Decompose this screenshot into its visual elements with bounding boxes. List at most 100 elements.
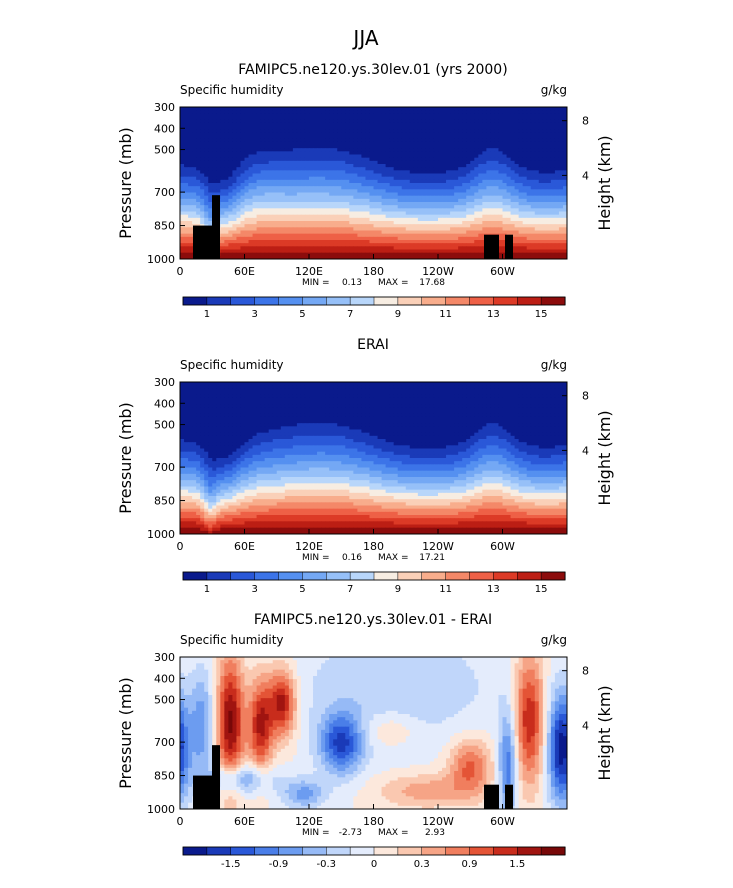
field-cell xyxy=(401,179,407,184)
field-cell xyxy=(357,113,362,117)
field-cell xyxy=(357,116,362,121)
field-cell xyxy=(248,176,253,181)
field-cell xyxy=(325,119,330,124)
field-cell xyxy=(474,113,479,117)
field-cell xyxy=(300,217,306,222)
field-cell xyxy=(546,192,552,197)
field-cell xyxy=(232,246,237,250)
field-cell xyxy=(252,221,257,225)
field-cell xyxy=(224,208,229,212)
field-cell xyxy=(248,233,253,238)
field-cell xyxy=(530,211,536,216)
field-cell xyxy=(385,189,391,193)
field-cell xyxy=(333,110,338,114)
terrain-block xyxy=(212,195,220,259)
field-cell xyxy=(216,113,221,117)
field-cell xyxy=(329,224,334,228)
field-cell xyxy=(337,202,342,206)
field-cell xyxy=(224,179,229,184)
field-cell xyxy=(345,202,350,206)
field-cell xyxy=(196,138,201,143)
field-cell xyxy=(337,246,342,250)
field-cell xyxy=(450,126,455,130)
field-cell xyxy=(333,214,338,219)
field-cell xyxy=(498,233,503,238)
field-cell xyxy=(288,119,294,124)
field-cell xyxy=(216,145,221,149)
field-cell xyxy=(550,129,556,133)
field-cell xyxy=(224,224,229,228)
field-cell xyxy=(462,382,467,386)
field-cell xyxy=(188,186,193,190)
field-cell xyxy=(252,202,257,206)
field-cell xyxy=(192,160,197,165)
field-cell xyxy=(272,122,278,127)
field-cell xyxy=(325,135,330,140)
field-cell xyxy=(240,113,245,117)
field-cell xyxy=(474,198,479,203)
field-cell xyxy=(228,122,233,127)
field-cell xyxy=(482,157,487,162)
field-cell xyxy=(421,176,427,181)
field-cell xyxy=(397,107,403,111)
field-cell xyxy=(385,151,391,155)
field-cell xyxy=(288,122,294,127)
field-cell xyxy=(313,151,318,155)
field-cell xyxy=(369,382,374,386)
field-cell xyxy=(514,135,520,140)
field-cell xyxy=(429,246,435,250)
field-cell xyxy=(341,183,346,187)
field-cell xyxy=(317,138,322,143)
field-cell xyxy=(284,208,290,212)
field-cell xyxy=(474,221,479,225)
field-cell xyxy=(317,179,322,184)
field-cell xyxy=(409,214,415,219)
field-cell xyxy=(442,119,447,124)
field-cell xyxy=(458,164,463,168)
field-cell xyxy=(538,205,544,209)
field-cell xyxy=(446,116,451,121)
field-cell xyxy=(470,141,475,146)
field-cell xyxy=(180,160,185,165)
field-cell xyxy=(510,382,515,386)
field-cell xyxy=(405,227,411,231)
field-cell xyxy=(357,388,362,392)
field-cell xyxy=(208,164,213,168)
field-cell xyxy=(369,208,374,212)
field-cell xyxy=(292,116,298,121)
field-cell xyxy=(272,240,278,244)
field-cell xyxy=(228,132,233,136)
field-cell xyxy=(252,132,257,136)
field-cell xyxy=(518,214,524,219)
field-cell xyxy=(224,252,229,257)
field-cell xyxy=(284,202,290,206)
field-cell xyxy=(429,164,435,168)
field-cell xyxy=(280,167,286,171)
field-cell xyxy=(325,113,330,117)
colorbar-label: 3 xyxy=(251,309,257,320)
field-cell xyxy=(478,183,483,187)
field-cell xyxy=(393,205,399,209)
field-cell xyxy=(284,246,290,250)
field-cell xyxy=(438,148,443,152)
field-cell xyxy=(409,211,415,216)
field-cell xyxy=(562,167,568,171)
field-cell xyxy=(458,145,463,149)
x-tick-label: 120W xyxy=(422,265,454,278)
field-cell xyxy=(317,113,322,117)
field-cell xyxy=(401,252,407,257)
field-cell xyxy=(478,214,483,219)
field-cell xyxy=(393,214,399,219)
field-cell xyxy=(458,214,463,219)
field-cell xyxy=(317,107,322,111)
field-cell xyxy=(252,167,257,171)
field-cell xyxy=(530,113,536,117)
x-tick-label: 180 xyxy=(363,265,384,278)
field-cell xyxy=(300,138,306,143)
field-cell xyxy=(208,141,213,146)
field-cell xyxy=(292,160,298,165)
field-cell xyxy=(446,236,451,241)
field-cell xyxy=(357,236,362,241)
field-cell xyxy=(232,192,237,197)
field-cell xyxy=(333,126,338,130)
